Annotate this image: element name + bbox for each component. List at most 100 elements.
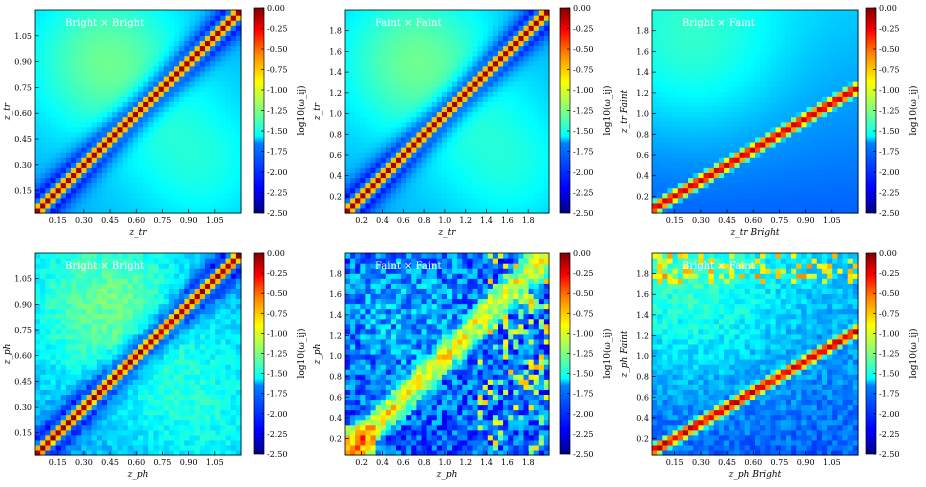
heatmap-cell [60,147,67,153]
heatmap-cell [482,192,489,199]
heatmap-cell [50,86,57,92]
heatmap-cell [91,35,98,42]
heatmap-cell [60,101,67,108]
heatmap-cell [86,50,93,57]
heatmap-cell [518,86,525,92]
heatmap-cell [734,20,741,26]
heatmap-cell [215,86,221,92]
heatmap-cell [452,207,458,214]
heatmap-cell [96,40,103,47]
heatmap-cell [693,162,699,168]
heatmap-cell [765,106,772,113]
y-tick-label: 0.45 [14,135,32,144]
heatmap-cell [462,35,468,42]
heatmap-cell [533,35,540,42]
heatmap-cell [498,147,504,153]
heatmap-cell [462,131,468,138]
heatmap-cell [682,157,689,163]
heatmap-cell [508,207,514,214]
heatmap-cell [350,147,356,153]
heatmap-cell [734,106,741,113]
heatmap-cell [132,136,139,143]
heatmap-cell [179,197,185,204]
heatmap-cell [210,50,216,57]
heatmap-cell [806,167,813,173]
heatmap-cell [50,81,57,87]
heatmap-cell [749,106,756,113]
heatmap-cell [528,197,535,204]
heatmap-cell [101,111,108,118]
heatmap-cell [416,106,423,113]
heatmap-cell [821,55,828,62]
heatmap-cell [86,101,93,108]
heatmap-cell [360,192,366,199]
heatmap-cell [184,55,191,62]
heatmap-cell [770,10,777,16]
heatmap-cell [770,65,777,72]
heatmap-cell [487,136,494,143]
heatmap-cell [652,106,658,113]
heatmap-cell [801,202,808,209]
colorbar-tick-label: -0.50 [879,45,900,54]
heatmap-cell [112,147,118,153]
heatmap-cell [698,182,705,189]
heatmap-cell [345,202,351,209]
heatmap-cell [533,86,540,92]
heatmap-cell [390,131,397,138]
heatmap-cell [143,177,149,184]
heatmap-cell [847,10,854,16]
heatmap-cell [508,91,514,97]
heatmap-cell [189,116,196,123]
heatmap-cell [199,50,206,57]
heatmap-cell [91,197,98,204]
heatmap-cell [543,187,550,194]
heatmap-cell [827,101,833,108]
heatmap-cell [508,111,514,118]
heatmap-cell [698,81,705,87]
heatmap-cell [734,116,741,123]
heatmap-cell [76,101,82,108]
heatmap-cell [708,40,715,47]
heatmap-cell [411,207,417,214]
x-tick-label: 1.8 [522,216,535,225]
heatmap-cell [370,45,377,52]
heatmap-cell [345,75,351,82]
heatmap-cell [179,172,185,179]
heatmap-cell [708,197,715,204]
heatmap-cell [718,60,725,67]
heatmap-cell [538,136,545,143]
heatmap-cell [693,131,699,138]
heatmap-cell [235,126,242,133]
heatmap-cell [76,10,82,16]
heatmap-cell [215,60,221,67]
heatmap-cell [543,40,550,47]
heatmap-cell [153,157,160,163]
heatmap-cell [467,187,474,194]
heatmap-cell [153,75,160,82]
heatmap-cell [457,131,463,138]
heatmap-cell [86,70,93,77]
heatmap-cell [528,147,535,153]
heatmap-cell [734,157,741,163]
heatmap-cell [724,101,730,108]
heatmap-cell [775,157,782,163]
heatmap-cell [467,167,474,173]
heatmap-cell [724,106,730,113]
heatmap-cell [837,30,844,36]
heatmap-cell [487,25,494,31]
heatmap-cell [431,177,438,184]
heatmap-cell [71,136,77,143]
heatmap-cell [86,172,93,179]
heatmap-cell [441,86,448,92]
heatmap-cell [220,40,227,47]
heatmap-cell [220,177,227,184]
heatmap-cell [60,50,67,57]
heatmap-cell [447,177,453,184]
heatmap-cell [528,177,535,184]
y-tick-label: 1.05 [14,32,32,41]
heatmap-cell [827,192,833,199]
heatmap-cell [199,131,206,138]
heatmap-cell [360,75,366,82]
heatmap-cell [96,75,103,82]
heatmap-cell [770,111,777,118]
